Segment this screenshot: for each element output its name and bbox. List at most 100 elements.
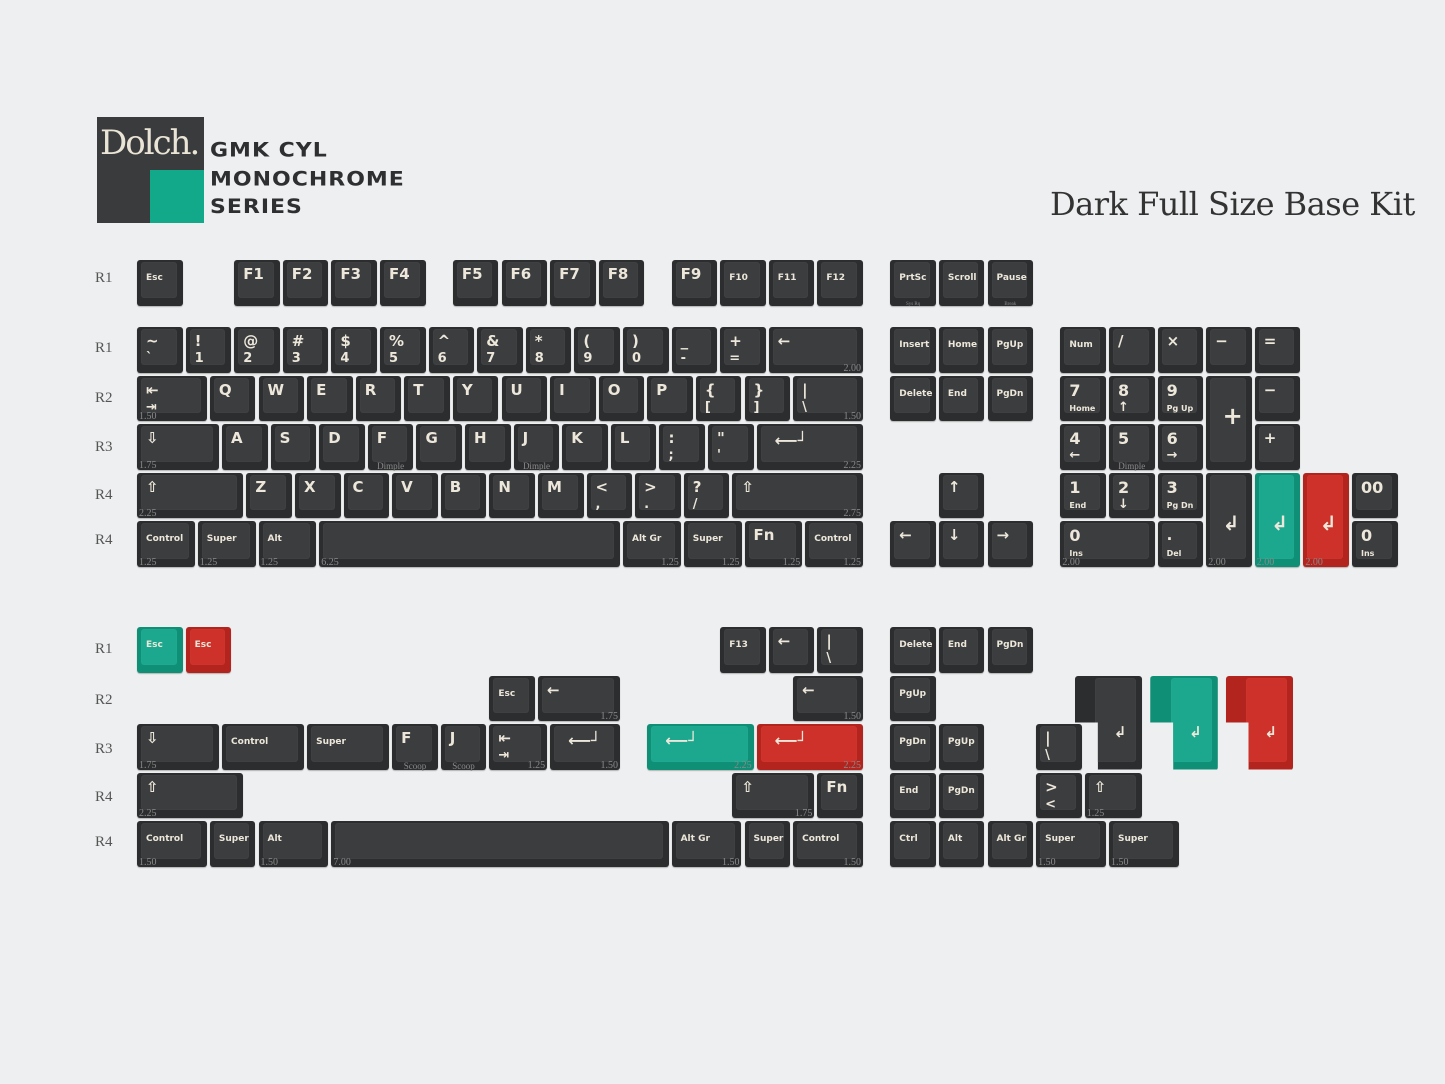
keycap-top-face: / (1113, 329, 1149, 365)
key-size-label: 2.25 (843, 759, 861, 771)
keycap-top-face: @2 (238, 329, 274, 366)
keycap: PgDn (890, 724, 936, 770)
keycap: K (562, 424, 608, 470)
keycap-top-face: F (396, 726, 432, 762)
keycap-top-face: V (396, 474, 432, 510)
keycap-top-face: C (347, 474, 384, 510)
key-size-label: 1.75 (139, 459, 157, 471)
keycap-top-face: Alt (942, 823, 979, 859)
key-legend: 9 (1166, 380, 1178, 400)
keycap-top-face: F11 (772, 262, 809, 298)
key-legend: F3 (340, 265, 362, 283)
keycap: Super (307, 724, 390, 770)
keycap: Esc (185, 627, 232, 673)
keycap-top-face: ⟵┘ (651, 726, 748, 762)
keycap: Super 1.25 (197, 521, 256, 568)
row-label: R4 (95, 532, 113, 548)
keycap-top-face: PrtSc (894, 262, 930, 298)
keycap: Q (209, 375, 256, 421)
keycap: P (647, 375, 693, 421)
keycap: / (1109, 327, 1155, 373)
keycap-top-face: Ctrl (894, 823, 930, 859)
keycap-top-face: ↲ (1170, 677, 1212, 762)
keycap: ← (890, 521, 936, 567)
key-sublegend: 1 (194, 351, 204, 366)
keycap-top-face: N (493, 474, 529, 510)
series-title: GMK CYL MONOCHROME SERIES (210, 137, 405, 222)
key-legend: " (717, 429, 725, 447)
keycap: Z (246, 472, 292, 518)
keycap: ~ ` (137, 327, 183, 373)
row-label: R2 (95, 692, 113, 708)
keycap-top-face: ← (541, 677, 614, 713)
keycap-top-face: F9 (675, 262, 712, 298)
key-sublegend: 0 (632, 351, 642, 366)
keycap-top-face: Alt Gr (627, 523, 675, 559)
keycap-top-face: − (1258, 377, 1295, 413)
keycap: @2 (234, 327, 280, 373)
keycap: ← (768, 627, 815, 673)
keycap-top-face: Scroll (942, 262, 979, 298)
key-legend: : (668, 429, 675, 447)
keycap: 0 Ins 2.00 (1060, 521, 1155, 568)
keycap-top-face: F6 (505, 262, 542, 298)
keycap: V (392, 472, 438, 518)
row-label: R4 (95, 487, 113, 503)
keycap-top-face: + (1210, 377, 1246, 462)
key-sublegend: ; (668, 448, 674, 463)
keycap-top-face: PgDn (991, 629, 1028, 665)
key-legend: End (899, 785, 919, 796)
keycap: 6 → (1157, 424, 1204, 470)
keycap: T (404, 375, 450, 421)
keycap: PgDn (987, 627, 1034, 673)
keycap: Pause Break (987, 260, 1034, 307)
key-legend: H (474, 429, 487, 447)
keycap-top-face: 1 End (1064, 474, 1100, 510)
keycap: → (987, 521, 1034, 567)
keycap: 7 Home (1060, 375, 1106, 421)
keycap-top-face: Control (141, 523, 189, 559)
key-legend: PgDn (899, 737, 927, 747)
keycap-top-face: → (991, 523, 1028, 559)
keycap-top-face: I (554, 377, 590, 413)
key-legend: 3 (1166, 477, 1178, 497)
keycap-top-face: ← (894, 523, 930, 559)
keycap: Super 1.25 (683, 521, 742, 568)
keycap-top-face: Esc (141, 629, 177, 665)
keycap-top-face: J (517, 426, 554, 462)
key-legend: ⇩ (146, 729, 159, 747)
key-size-label: 1.50 (139, 856, 157, 868)
key-size-label: 1.50 (721, 856, 740, 868)
key-legend: ← (777, 332, 791, 350)
keycap-top-face: Alt (262, 523, 311, 559)
keycap: N (489, 472, 535, 518)
keycap: F5 (452, 260, 499, 306)
key-legend: Y (461, 380, 473, 399)
keycap-top-face: B (444, 474, 481, 510)
keycap-top-face: Super (1113, 823, 1173, 859)
key-legend: = (1263, 332, 1277, 350)
keycap-top-face: 0 Ins (1356, 523, 1392, 559)
keycap: F Dimple (367, 424, 414, 471)
keycap-top-face: PgDn (894, 726, 930, 762)
key-legend: ⟵┘ (568, 731, 601, 750)
keycap: Control 1.25 (137, 521, 195, 568)
keycap-top-face: 5 (1113, 426, 1149, 462)
key-legend: ↲ (1271, 511, 1289, 536)
keycap-top-face: $4 (335, 329, 371, 366)
keycap-top-face: = (1258, 329, 1295, 365)
key-size-label: 2.75 (843, 508, 861, 519)
key-legend: Esc (498, 688, 516, 699)
keycap-top-face: ^ 6 (432, 329, 469, 366)
keycap-top-face: PgUp (894, 677, 930, 713)
keycap: Esc (137, 260, 183, 306)
keycap: 5 Dimple (1109, 424, 1155, 471)
key-size-label: 1.50 (600, 759, 618, 771)
keycap-top-face: :; (663, 426, 700, 463)
keycap-top-face: 3 Pg Dn (1161, 474, 1198, 510)
key-legend: Super (316, 737, 346, 747)
keycap: U (501, 375, 548, 421)
key-sublegend: ] (753, 399, 760, 415)
keycap: Esc (489, 675, 535, 721)
key-sublegend: \ (826, 651, 832, 666)
